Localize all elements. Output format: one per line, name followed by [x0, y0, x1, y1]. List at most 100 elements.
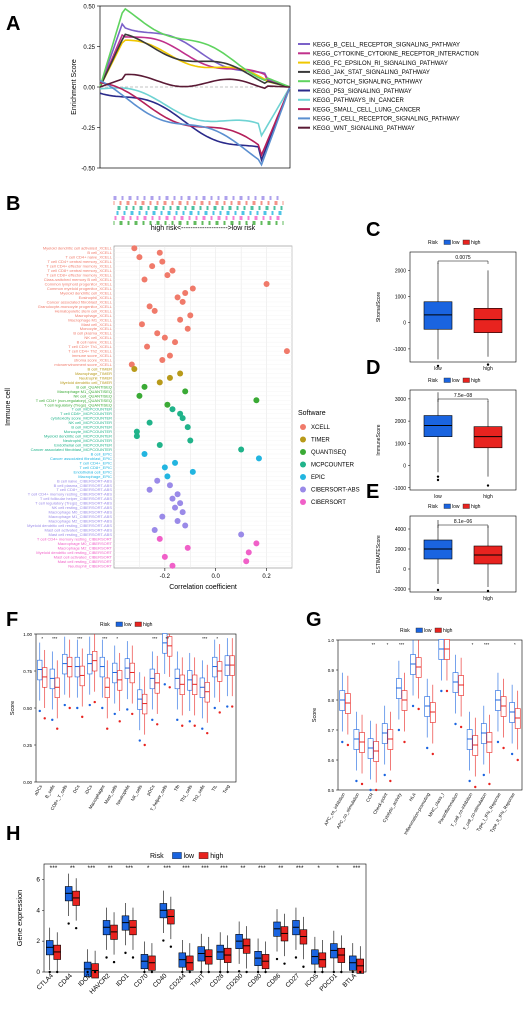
legend-label: KEGG_WNT_SIGNALING_PATHWAY [313, 126, 415, 132]
correlation-dot [141, 383, 148, 390]
outlier-point [181, 970, 184, 974]
y-axis-title: ESTIMATEScore [376, 535, 382, 573]
box [79, 665, 85, 687]
x-tick-label: CD44 [57, 972, 74, 989]
outlier-point [459, 725, 463, 729]
legend-swatch-low [443, 239, 451, 245]
box [423, 301, 453, 330]
correlation-dot [174, 491, 181, 498]
correlation-dot [144, 343, 151, 350]
immune-cell-label: Monocyte_XCELL [80, 326, 113, 331]
panel-b-correlation-dotplot: high risk<-------------------->low risk M… [5, 196, 360, 591]
outlier-point [436, 478, 440, 482]
significance-mark: ** [108, 865, 114, 872]
immune-cell-label: Myeloid dendritic cell_TIMER [60, 380, 112, 385]
legend-swatch-high [134, 621, 142, 627]
immune-cell-label: Common lymphoid progenitor_XCELL [45, 282, 113, 287]
immune-cell-label: stroma score_XCELL [74, 358, 113, 363]
correlation-dot [172, 339, 179, 346]
panel-label-G: G [306, 609, 322, 631]
outlier-point [193, 724, 196, 727]
legend-label: XCELL [311, 425, 331, 431]
box [387, 729, 394, 750]
correlation-dot [159, 258, 166, 265]
correlation-dot [172, 459, 179, 466]
significance-mark: *** [399, 642, 405, 647]
correlation-dot [177, 500, 184, 507]
outlier-point [138, 739, 141, 742]
plot-frame [409, 389, 517, 491]
outlier-point [502, 746, 505, 750]
correlation-dot [141, 276, 148, 283]
box [49, 668, 55, 690]
outlier-point [51, 718, 54, 722]
correlation-dot [164, 272, 171, 279]
correlation-dot [146, 419, 153, 426]
y-tick-label: 1.0 [328, 638, 335, 643]
outlier-point [206, 731, 209, 735]
box [473, 426, 503, 449]
y-tick-label: 0.5 [328, 788, 335, 793]
outlier-point [256, 970, 260, 974]
outlier-point [468, 779, 471, 783]
y-tick-label: 0.8 [328, 698, 335, 703]
legend-swatch-low [443, 503, 451, 509]
box [345, 693, 351, 714]
box [229, 655, 235, 676]
correlation-dot [184, 424, 191, 431]
x-tick-label: low [434, 596, 442, 602]
outlier-point [486, 589, 490, 593]
significance-mark: * [514, 642, 516, 647]
box [124, 658, 130, 679]
legend-label-low: low [452, 504, 460, 510]
outlier-point [93, 700, 96, 704]
outlier-point [283, 962, 286, 965]
correlation-dot [133, 428, 140, 435]
outlier-point [163, 683, 166, 686]
correlation-dot [169, 562, 176, 569]
p-value-label: 8.1e−06 [454, 519, 472, 525]
significance-mark: *** [201, 865, 209, 872]
y-tick-label: 0.75 [23, 669, 32, 674]
y-tick-label: 0 [403, 321, 406, 327]
x-tick-label: low [434, 494, 442, 500]
box [142, 693, 148, 715]
x-tick-label: CD80 [247, 972, 264, 989]
outlier-point [131, 956, 135, 959]
panel-g-immune-function-boxplot: Risk low high1.00.90.80.70.60.5ScoreAPC_co… [312, 627, 523, 835]
box [373, 741, 380, 762]
x-axis-title: Correlation coefficient [169, 584, 237, 591]
correlation-dot [136, 392, 143, 399]
x-tick-label: Th2_cells [192, 783, 206, 803]
outlier-point [369, 788, 372, 792]
outlier-point [313, 970, 317, 974]
significance-mark: ** [240, 865, 246, 872]
outlier-point [151, 718, 154, 722]
y-tick-label: 0.00 [23, 780, 32, 785]
outlier-point [302, 965, 305, 968]
immune-cell-label: Macrophage M2_CIBERSORT-ABS [48, 519, 112, 524]
box [452, 672, 459, 693]
legend-title: Software [298, 410, 326, 417]
panel-label-D: D [366, 357, 380, 379]
significance-mark: * [472, 642, 474, 647]
outlier-point [48, 970, 51, 974]
outlier-point [112, 960, 116, 964]
correlation-dot [166, 352, 173, 359]
correlation-dot [156, 379, 163, 386]
box [472, 735, 479, 756]
outlier-point [176, 718, 179, 722]
x-tick-label: NK_cells [130, 783, 144, 802]
immune-cell-label: T cell regulatory (Tregs)_CIBERSORT-ABS [35, 501, 112, 506]
outlier-point [188, 970, 192, 974]
outlier-point [218, 970, 222, 974]
outlier-point [105, 956, 108, 959]
outlier-point [346, 743, 350, 747]
box [62, 653, 68, 675]
immune-cell-label: T cell CD8+_MCPCOUNTER [60, 411, 112, 416]
immune-cell-label: B cell_QUANTISEQ [76, 384, 112, 389]
correlation-dot [169, 406, 176, 413]
outlier-point [454, 722, 457, 726]
outlier-point [156, 723, 159, 726]
